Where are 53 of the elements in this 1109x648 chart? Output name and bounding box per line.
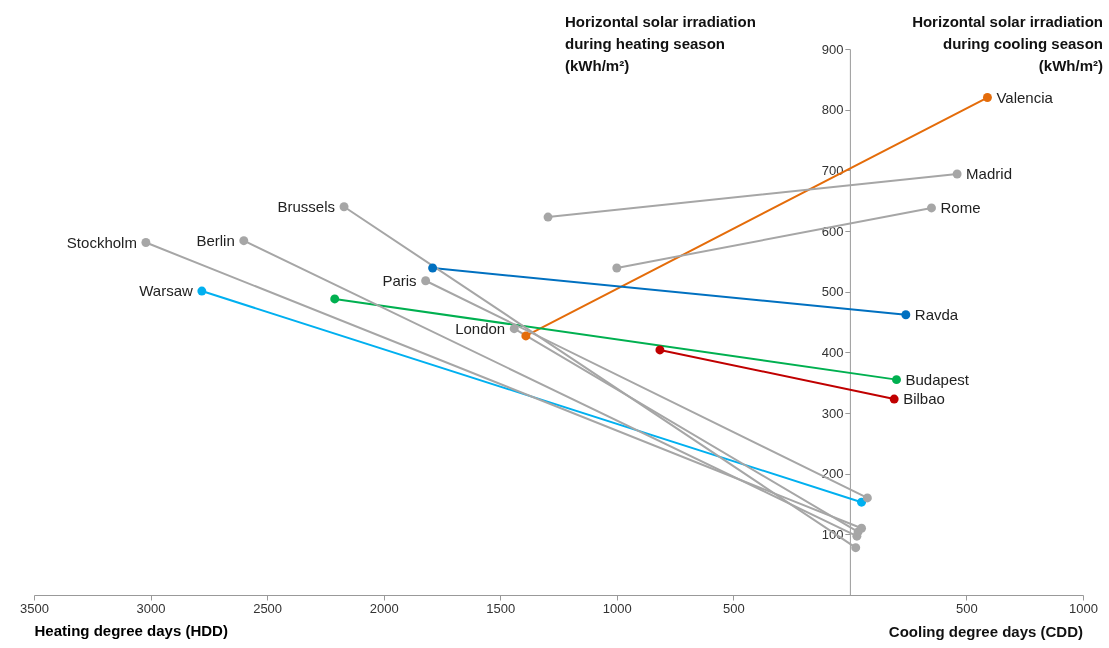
series-label: Bilbao [903,390,945,408]
point [889,394,899,404]
point [521,331,531,341]
series-label: Warsaw [139,282,193,300]
point [612,263,622,273]
point [952,169,962,179]
point [851,543,861,553]
y-tick-label: 700 [821,162,844,178]
point [862,493,872,503]
point [509,324,519,334]
y-tick-label: 300 [821,405,844,421]
point [543,212,553,222]
series-label: Rome [940,198,981,216]
x-tick-label: 2000 [369,600,399,616]
point [892,375,901,385]
point [339,202,349,212]
series-label: London [455,319,506,337]
y-tick-label: 400 [821,344,844,360]
series-label: Berlin [196,231,235,249]
point [655,345,665,355]
point [421,276,431,286]
series-label: Paris [382,271,417,289]
point [927,203,936,213]
text: Cooling degree days (CDD) [888,623,1083,640]
point [901,310,911,320]
series-label: Stockholm [66,233,137,251]
series-label: Budapest [905,370,970,388]
y-tick-label: 500 [821,284,844,300]
point [197,286,207,296]
x-tick-label: 1000 [602,600,632,616]
y-tick-label: 800 [821,102,844,118]
y-tick-label: 900 [821,41,844,57]
y-tick-label: 100 [821,526,844,542]
series-label: Valencia [996,88,1054,106]
y-tick-label: 600 [821,223,844,239]
y2-axis-title: Horizontal solar irradiation during cooling season (kWh/m²) [912,13,1103,74]
x-axis-title: Heating degree days (HDD) [34,621,228,639]
x-tick-label: 2500 [253,600,283,616]
x-tick-label: 3500 [20,600,49,616]
point [239,236,249,246]
x-tick-label: 1000 [1069,600,1098,616]
series-label: Brussels [277,197,336,215]
series-label: Madrid [966,164,1012,182]
x-tick-label: 500 [722,600,745,616]
point [141,238,151,247]
x-tick-label: 3000 [136,600,166,616]
x-tick-label: 1500 [486,600,516,616]
x-tick-label: 500 [956,600,978,616]
series-label: Ravda [914,305,959,323]
y-axis-title: Horizontal solar irradiation during heating season (kWh/m²) [565,13,756,74]
point [982,93,992,102]
point [428,263,438,273]
point [330,294,340,304]
